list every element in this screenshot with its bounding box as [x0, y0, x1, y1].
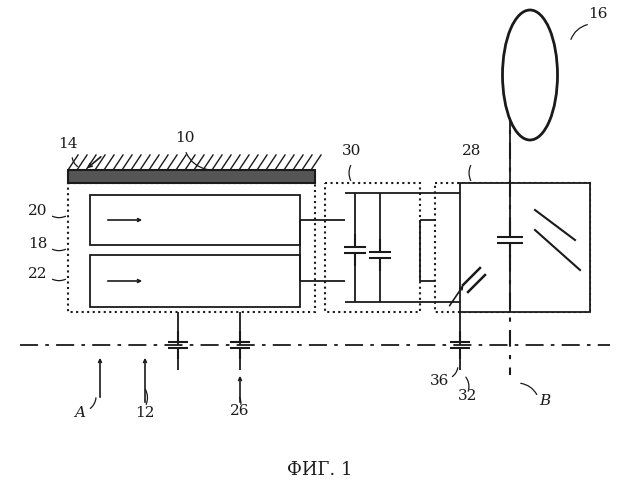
- Text: 20: 20: [28, 204, 48, 218]
- Text: 26: 26: [230, 404, 250, 418]
- Bar: [68, 170, 315, 183]
- Text: B: B: [540, 394, 550, 408]
- Text: 32: 32: [458, 389, 477, 403]
- Text: 22: 22: [28, 267, 48, 281]
- Text: 30: 30: [342, 144, 362, 158]
- Text: 10: 10: [175, 131, 195, 145]
- Bar: [435, 183, 590, 312]
- Bar: [460, 183, 590, 312]
- Ellipse shape: [502, 10, 557, 140]
- Text: 16: 16: [588, 7, 608, 21]
- Text: 18: 18: [28, 237, 48, 251]
- Bar: [68, 183, 315, 312]
- Bar: [90, 195, 300, 245]
- Text: 12: 12: [135, 406, 155, 420]
- Text: A: A: [74, 406, 86, 420]
- Bar: [325, 183, 420, 312]
- Text: 36: 36: [430, 374, 450, 388]
- Text: ФИГ. 1: ФИГ. 1: [287, 461, 353, 479]
- Bar: [90, 255, 300, 307]
- Text: 28: 28: [462, 144, 482, 158]
- Text: 14: 14: [58, 137, 77, 151]
